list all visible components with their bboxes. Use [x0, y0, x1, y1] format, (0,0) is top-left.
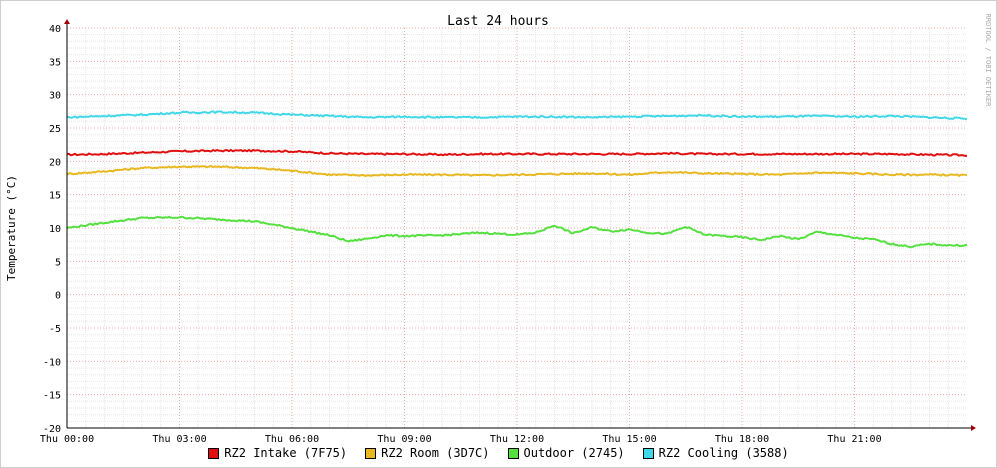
chart-title: Last 24 hours: [447, 14, 549, 29]
legend: RZ2 Intake (7F75) RZ2 Room (3D7C) Outdoor …: [0, 444, 997, 462]
x-tick-label: Thu 00:00: [40, 434, 94, 445]
x-tick-label: Thu 03:00: [152, 434, 206, 445]
legend-label: Outdoor (2745): [523, 446, 625, 460]
legend-swatch: [365, 447, 377, 459]
legend-item: RZ2 Intake (7F75): [208, 446, 347, 460]
grid: [66, 27, 967, 429]
legend-swatch: [208, 447, 220, 459]
x-tick-label: Thu 21:00: [827, 434, 881, 445]
y-axis-label: Temperature (°C): [5, 175, 18, 281]
legend-swatch: [507, 447, 519, 459]
y-tick-label: -5: [49, 324, 61, 335]
x-tick-label: Thu 12:00: [490, 434, 544, 445]
series-line: [66, 148, 968, 157]
series-lines: [66, 110, 968, 249]
y-tick-label: 30: [49, 91, 61, 102]
y-tick-label: 20: [49, 157, 61, 168]
legend-swatch: [642, 447, 654, 459]
x-tick-label: Thu 18:00: [715, 434, 769, 445]
legend-item: Outdoor (2745): [507, 446, 625, 460]
x-tick-label: Thu 09:00: [377, 434, 431, 445]
y-tick-label: 10: [49, 224, 61, 235]
y-tick-label: -20: [43, 424, 61, 435]
y-tick-label: 40: [49, 24, 61, 35]
x-axis-arrow: [971, 425, 976, 431]
legend-label: RZ2 Room (3D7C): [381, 446, 490, 460]
x-tick-label: Thu 06:00: [265, 434, 319, 445]
y-tick-label: -15: [43, 391, 61, 402]
series-line: [66, 215, 968, 249]
rrdtool-watermark: RRDTOOL / TOBI OETIKER: [984, 14, 992, 108]
y-tick-label: -10: [43, 357, 61, 368]
y-tick-label: 35: [49, 57, 61, 68]
y-tick-label: 5: [55, 257, 61, 268]
y-tick-label: 15: [49, 191, 61, 202]
legend-item: RZ2 Room (3D7C): [365, 446, 490, 460]
series-line: [66, 110, 968, 121]
x-tick-label: Thu 15:00: [602, 434, 656, 445]
legend-label: RZ2 Intake (7F75): [224, 446, 348, 460]
series-line: [66, 165, 968, 177]
y-tick-label: 25: [49, 124, 61, 135]
y-tick-label: 0: [55, 291, 61, 302]
legend-item: RZ2 Cooling (3588): [642, 446, 789, 460]
legend-label: RZ2 Cooling (3588): [658, 446, 789, 460]
y-axis-arrow: [64, 19, 70, 24]
